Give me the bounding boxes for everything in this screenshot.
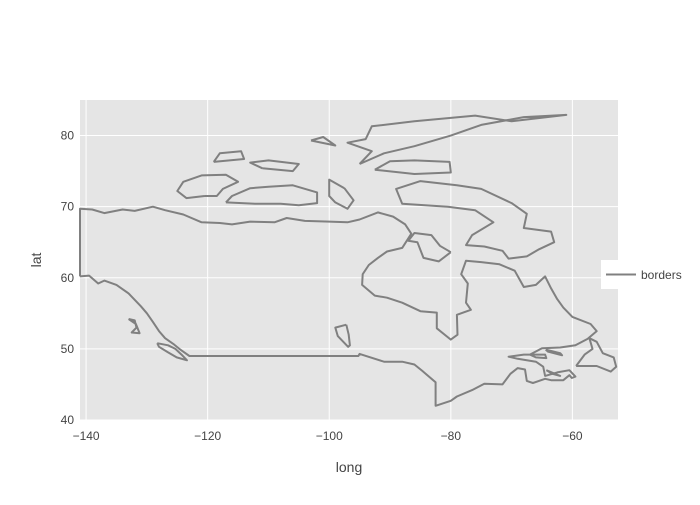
- border-segment: [176, 173, 240, 200]
- x-tick-label: −140: [73, 429, 100, 443]
- x-tick-label: −120: [194, 429, 221, 443]
- border-segment: [79, 205, 598, 407]
- x-axis-ticks: −140 −120 −100 −80 −60: [73, 429, 583, 443]
- x-tick-label: −100: [316, 429, 343, 443]
- border-segment: [346, 113, 568, 165]
- plot-background: [80, 100, 618, 420]
- y-axis-label: lat: [28, 253, 44, 268]
- border-segment: [575, 337, 618, 373]
- legend[interactable]: borders: [601, 260, 693, 289]
- border-segment: [545, 369, 562, 377]
- y-tick-label: 40: [61, 413, 75, 427]
- legend-label-borders: borders: [641, 268, 682, 282]
- y-tick-label: 70: [61, 200, 75, 214]
- y-tick-label: 50: [61, 342, 75, 356]
- x-tick-label: −80: [441, 429, 462, 443]
- border-segment: [249, 159, 300, 173]
- x-tick-label: −60: [562, 429, 583, 443]
- border-segment: [395, 180, 556, 260]
- y-tick-label: 80: [61, 129, 75, 143]
- border-segment: [225, 184, 319, 207]
- border-segment: [407, 232, 452, 263]
- border-segment: [545, 348, 564, 357]
- data-lines: [79, 113, 618, 407]
- y-axis-ticks: 40 50 60 70 80: [61, 129, 75, 427]
- border-segment: [328, 178, 355, 210]
- border-segment: [128, 318, 141, 335]
- border-segment: [156, 342, 188, 362]
- border-segment: [310, 136, 337, 147]
- border-segment: [334, 323, 351, 348]
- x-axis-label: long: [336, 459, 362, 475]
- y-tick-label: 60: [61, 271, 75, 285]
- border-segment: [212, 150, 246, 163]
- border-segment: [374, 159, 452, 175]
